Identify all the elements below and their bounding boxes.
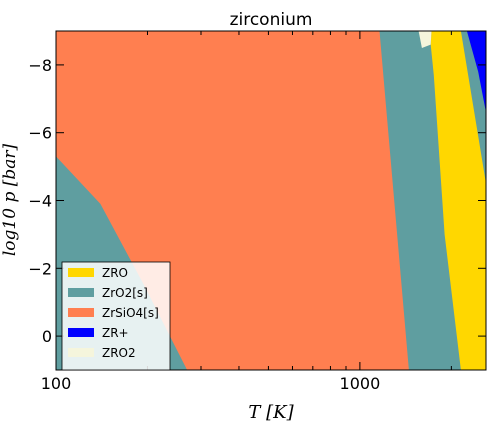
legend-label: ZrSiO4[s] (102, 306, 159, 320)
legend-swatch (68, 328, 94, 337)
y-tick-label: −8 (28, 56, 52, 75)
legend-swatch (68, 348, 94, 357)
y-tick-label: −6 (28, 124, 52, 143)
y-tick-label: −2 (28, 259, 52, 278)
y-tick-label: −4 (28, 192, 52, 211)
x-tick-label: 100 (41, 374, 72, 393)
y-axis-ticks: −8 −6 −4 −2 0 (28, 56, 486, 346)
legend-label: ZRO (102, 266, 128, 280)
region-zro2 (418, 31, 432, 48)
legend-label: ZRO2 (102, 346, 136, 360)
region-zr- (466, 31, 486, 113)
x-axis-ticks: 100 1000 (41, 31, 452, 393)
y-axis-label: log10 p [bar] (0, 143, 20, 256)
region-zro (430, 31, 486, 370)
legend-swatch (68, 308, 94, 317)
chart-title: zirconium (230, 10, 313, 30)
y-tick-label: 0 (42, 327, 52, 346)
legend-label: ZR+ (102, 326, 129, 340)
legend: ZRO ZrO2[s] ZrSiO4[s] ZR+ ZRO2 (61, 261, 171, 371)
x-axis-label: T [K] (248, 402, 294, 423)
legend-swatch (68, 288, 94, 297)
legend-label: ZrO2[s] (102, 286, 148, 300)
legend-swatch (68, 268, 94, 277)
x-tick-label: 1000 (340, 374, 381, 393)
